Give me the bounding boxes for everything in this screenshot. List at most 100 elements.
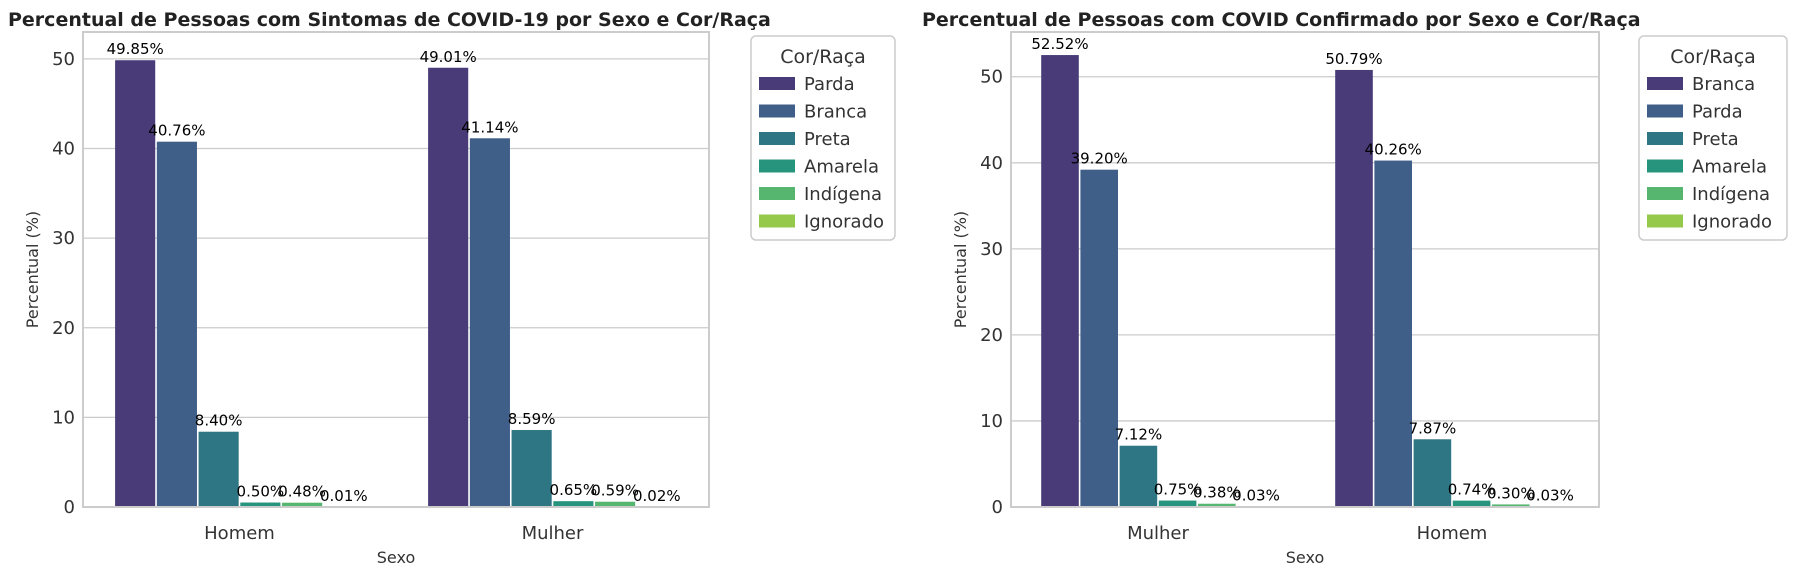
data-label: 0.65%: [550, 481, 598, 499]
data-label: 0.48%: [278, 483, 326, 501]
legend-swatch-preta: [1647, 132, 1683, 145]
legend-swatch-preta: [759, 132, 795, 145]
data-label: 40.76%: [148, 122, 205, 140]
bar-parda: [1080, 169, 1118, 507]
legend-label: Indígena: [804, 184, 882, 205]
legend-swatch-ignorado: [1647, 214, 1683, 228]
legend-label: Ignorado: [804, 212, 884, 233]
y-tick-label: 40: [52, 139, 75, 160]
chart-title: Percentual de Pessoas com COVID Confirma…: [922, 9, 1641, 31]
bar-branca: [469, 138, 510, 507]
y-tick-label: 40: [980, 153, 1003, 174]
legend-swatch-indígena: [1647, 187, 1683, 200]
data-label: 0.75%: [1154, 481, 1202, 499]
bar-indígena: [1198, 503, 1236, 507]
legend-swatch-ignorado: [759, 214, 795, 228]
data-label: 0.03%: [1526, 487, 1574, 505]
x-tick-label: Homem: [1417, 523, 1488, 544]
y-tick-label: 0: [64, 497, 75, 518]
data-label: 50.79%: [1325, 50, 1382, 68]
legend-label: Parda: [804, 74, 855, 95]
plot-frame: [82, 31, 710, 508]
legend-label: Preta: [804, 129, 851, 150]
legend: Cor/Raça Branca Parda Preta Amarela Indígena I…: [1638, 35, 1788, 241]
legend-swatch-parda: [1647, 104, 1683, 118]
y-tick-label: 10: [980, 411, 1003, 432]
legend-swatch-amarela: [759, 159, 795, 173]
y-tick-label: 10: [52, 407, 75, 428]
legend-swatch-indígena: [759, 187, 795, 200]
data-label: 52.52%: [1031, 35, 1088, 53]
x-tick-label: Mulher: [522, 523, 584, 544]
legend: Cor/Raça Parda Branca Preta Amarela Indígena I…: [750, 35, 896, 241]
plot-frame: [1010, 31, 1600, 508]
chart-2: Percentual de Pessoas com COVID Confirma…: [922, 9, 1788, 567]
legend-label: Branca: [804, 102, 867, 123]
data-label: 49.01%: [420, 48, 477, 66]
data-label: 0.74%: [1448, 481, 1496, 499]
legend-label: Amarela: [804, 157, 879, 178]
x-tick-label: Homem: [204, 523, 275, 544]
y-axis-label: Percentual (%): [951, 211, 970, 328]
legend-title: Cor/Raça: [780, 46, 866, 68]
x-axis-label: Sexo: [1286, 548, 1324, 567]
legend-label: Indígena: [1692, 184, 1770, 205]
bar-branca: [1335, 69, 1373, 508]
data-label: 0.30%: [1487, 484, 1535, 502]
bar-preta: [198, 431, 239, 507]
data-label: 0.02%: [633, 487, 681, 505]
bar-indígena: [282, 502, 323, 507]
bar-parda: [115, 60, 156, 507]
legend-label: Preta: [1692, 129, 1739, 150]
y-tick-label: 50: [980, 67, 1003, 88]
data-label: 7.12%: [1115, 426, 1163, 444]
y-tick-label: 20: [52, 318, 75, 339]
chart-title: Percentual de Pessoas com Sintomas de CO…: [8, 9, 771, 31]
legend-swatch-amarela: [1647, 159, 1683, 173]
data-label: 49.85%: [107, 40, 164, 58]
chart-1: Percentual de Pessoas com Sintomas de CO…: [8, 9, 896, 567]
bar-preta: [1119, 445, 1158, 507]
data-label: 41.14%: [461, 118, 518, 136]
data-label: 39.20%: [1071, 150, 1128, 168]
y-axis-label: Percentual (%): [23, 211, 42, 328]
bar-amarela: [553, 501, 594, 507]
legend-label: Branca: [1692, 74, 1755, 95]
legend-label: Amarela: [1692, 157, 1767, 178]
legend-swatch-branca: [759, 104, 795, 118]
bar-indígena: [1492, 504, 1530, 507]
y-tick-label: 30: [52, 228, 75, 249]
bar-branca: [156, 141, 197, 507]
bar-parda: [1374, 160, 1412, 507]
data-label: 7.87%: [1409, 419, 1457, 437]
legend-label: Parda: [1692, 102, 1743, 123]
bar-amarela: [1452, 500, 1491, 507]
data-label: 0.03%: [1232, 487, 1280, 505]
bar-branca: [1041, 55, 1079, 508]
data-label: 8.40%: [195, 412, 243, 430]
data-label: 0.38%: [1193, 484, 1241, 502]
bar-parda: [428, 67, 469, 508]
data-label: 0.01%: [320, 487, 368, 505]
bar-indígena: [595, 501, 636, 507]
data-label: 40.26%: [1365, 141, 1422, 159]
y-tick-label: 50: [52, 49, 75, 70]
data-label: 0.50%: [237, 483, 285, 501]
legend-label: Ignorado: [1692, 212, 1772, 233]
legend-title: Cor/Raça: [1670, 46, 1756, 68]
x-tick-label: Mulher: [1127, 523, 1189, 544]
legend-swatch-parda: [759, 77, 795, 90]
bar-preta: [1413, 439, 1452, 507]
bar-amarela: [240, 502, 281, 507]
bar-amarela: [1158, 500, 1197, 507]
y-tick-label: 20: [980, 325, 1003, 346]
y-tick-label: 0: [992, 497, 1003, 518]
legend-swatch-branca: [1647, 77, 1683, 90]
bar-preta: [511, 430, 552, 507]
data-label: 0.59%: [591, 482, 639, 500]
data-label: 8.59%: [508, 410, 556, 428]
y-tick-label: 30: [980, 239, 1003, 260]
x-axis-label: Sexo: [377, 548, 415, 567]
